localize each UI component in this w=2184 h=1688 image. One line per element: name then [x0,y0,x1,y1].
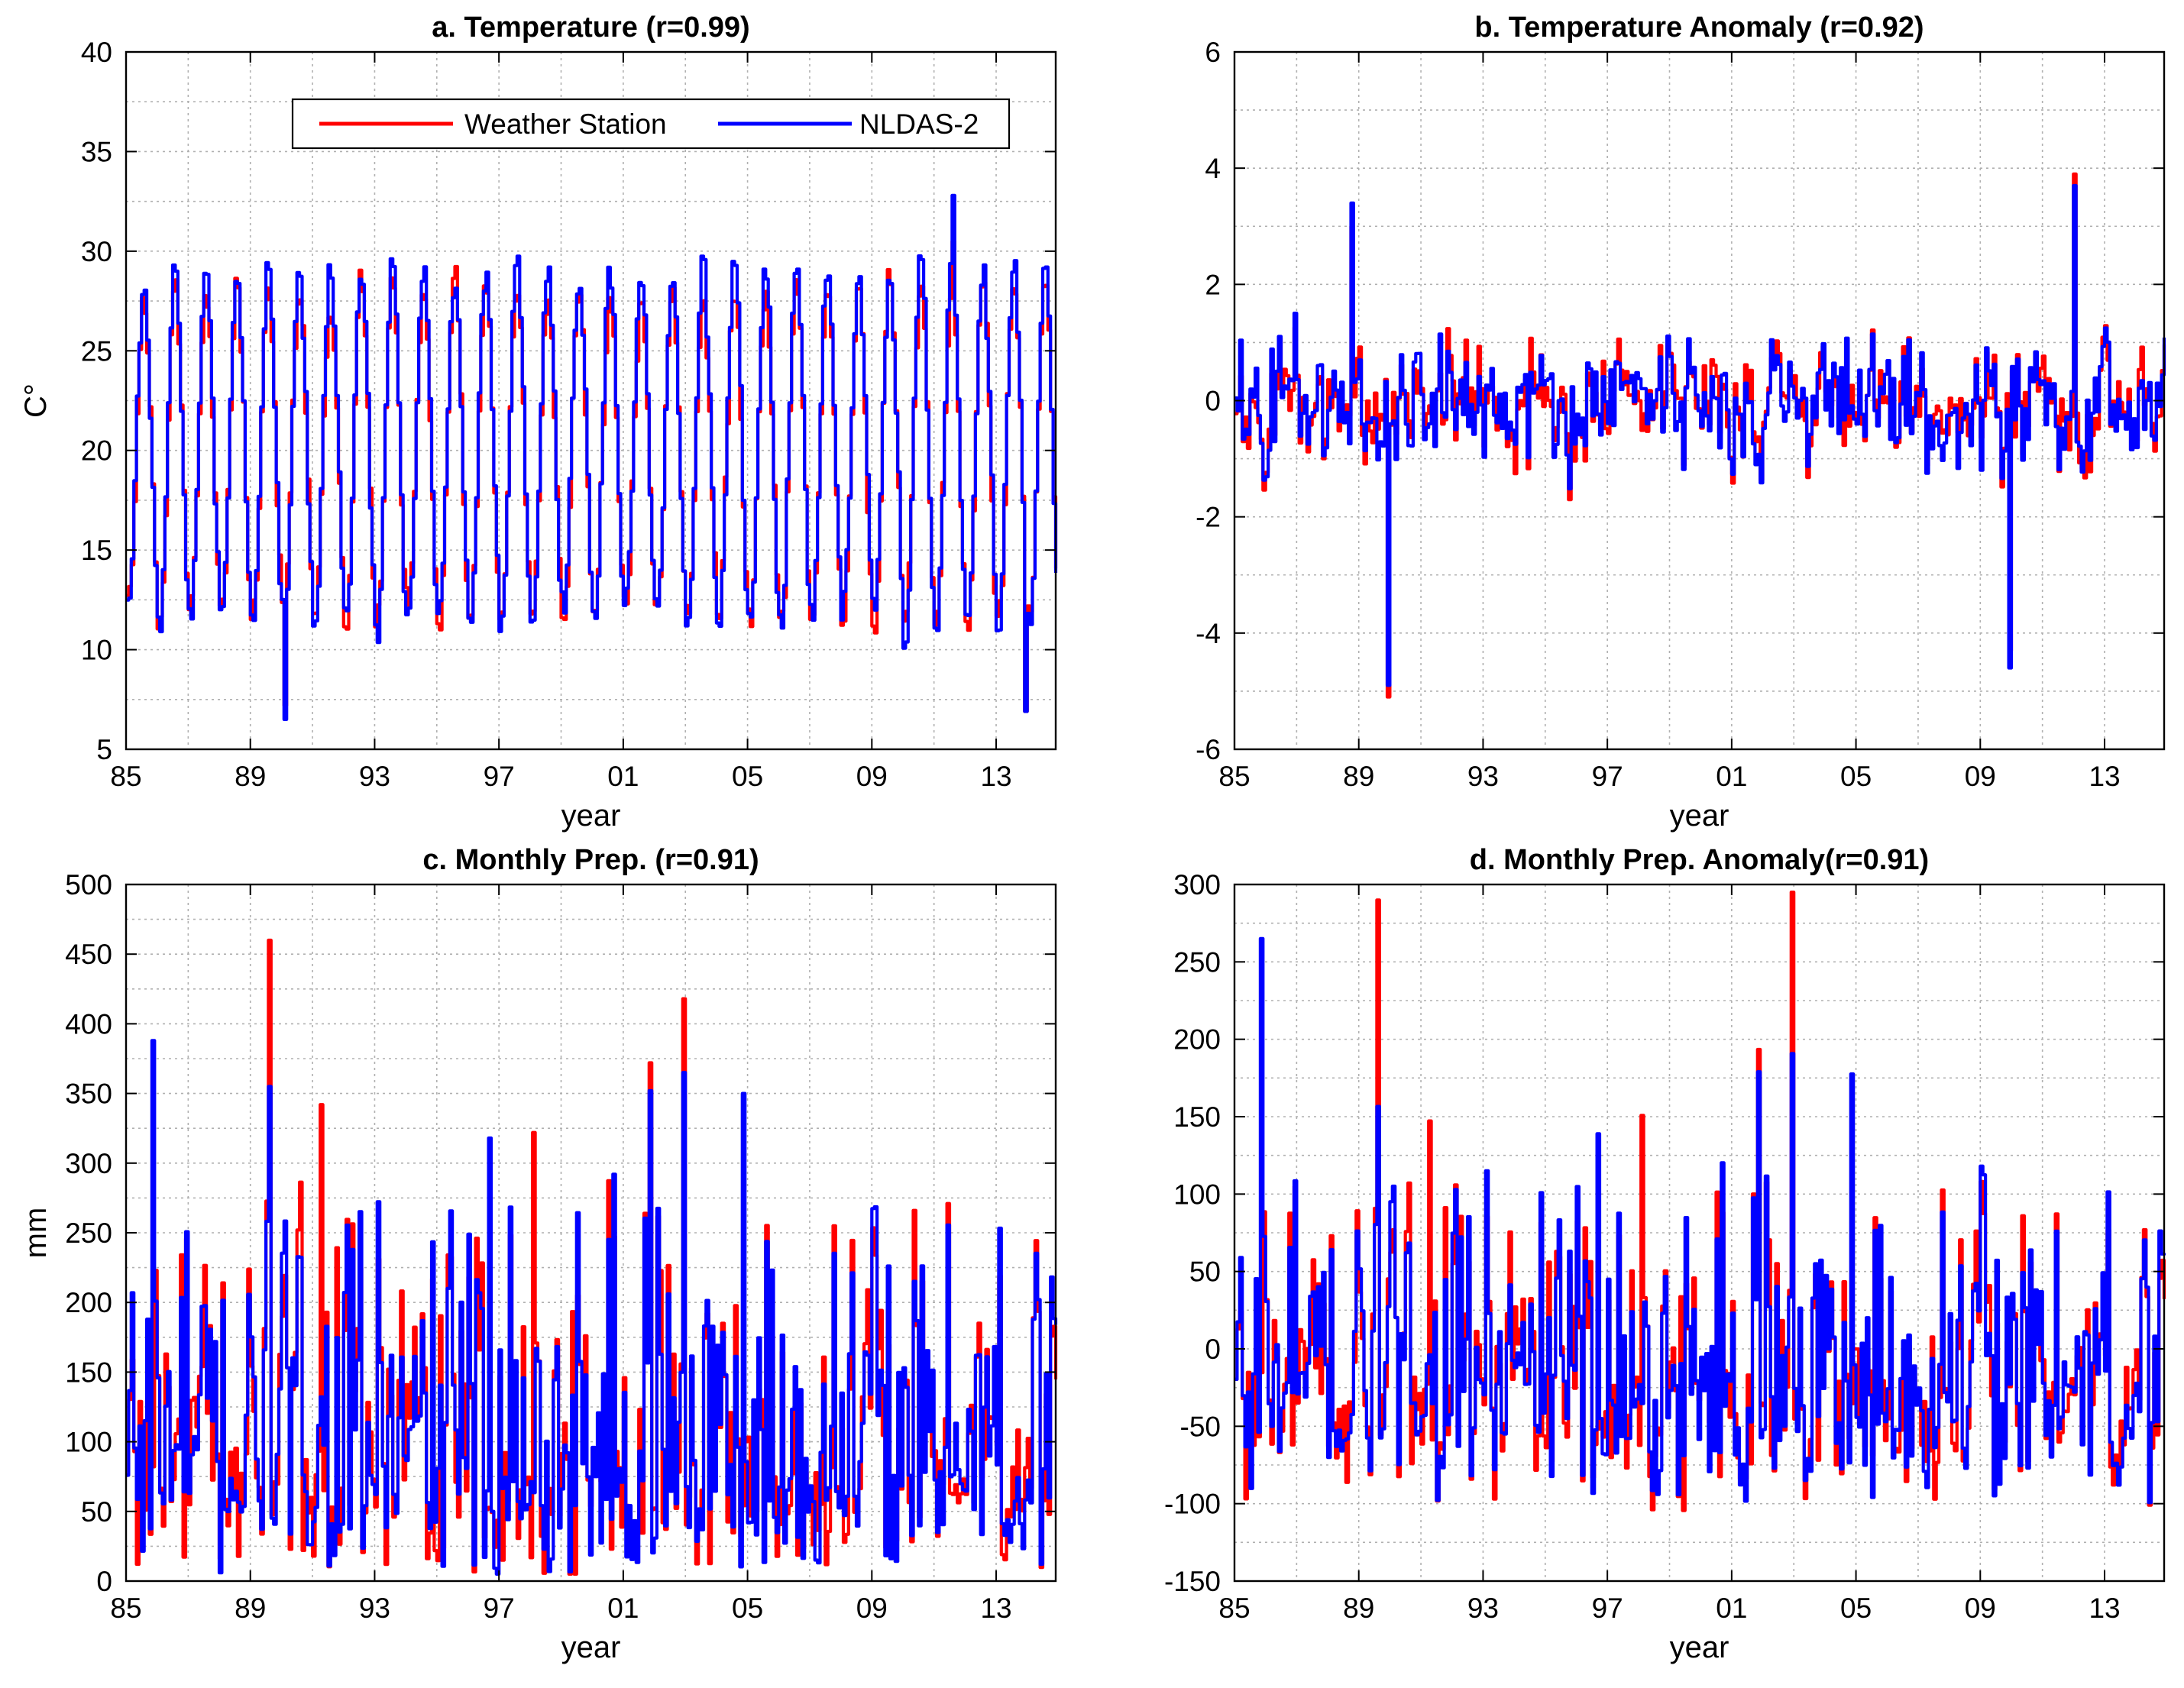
series-line-nldas-2 [126,1039,1058,1576]
chart-title: b. Temperature Anomaly (r=0.92) [1474,11,1924,44]
x-tick-label: 93 [359,761,390,792]
x-axis-label: year [561,799,621,833]
y-tick-label: -4 [1196,618,1221,649]
x-tick-label: 05 [732,1593,763,1624]
x-tick-label: 09 [1965,1593,1996,1624]
y-tick-label: 300 [65,1148,112,1179]
x-tick-label: 01 [1716,761,1747,792]
y-tick-label: 200 [65,1287,112,1318]
x-tick-label: 13 [980,1593,1011,1624]
y-tick-label: 15 [81,535,112,566]
axes-frame [1233,883,2166,1583]
x-tick-label: 97 [484,761,515,792]
y-tick-label: 6 [1205,37,1221,68]
x-tick-label: 01 [1716,1593,1747,1624]
y-tick-label: 0 [1205,386,1221,417]
x-axis-label: year [1670,799,1729,833]
x-tick-label: 05 [1840,1593,1872,1624]
y-tick-label: 250 [1173,946,1221,978]
panel-a: 5 10 15 20 25 30 35 40 85 89 93 97 01 05 09 13 a. Temper… [19,11,1058,833]
x-tick-label: 89 [1343,1593,1374,1624]
y-tick-label: 50 [81,1496,112,1528]
x-tick-label: 89 [1343,761,1374,792]
y-tick-label: 35 [81,136,112,167]
y-tick-label: 350 [65,1078,112,1110]
y-tick-label: 25 [81,335,112,367]
x-tick-label: 05 [732,761,763,792]
x-tick-label: 89 [235,761,266,792]
y-tick-label: 150 [1173,1101,1221,1133]
x-tick-label: 97 [1592,761,1623,792]
y-tick-label: 10 [81,635,112,666]
x-axis-label: year [1670,1631,1729,1664]
legend: Weather Station NLDAS-2 [291,98,1011,150]
x-tick-label: 97 [484,1593,515,1624]
y-axis-label: mm [19,1208,53,1259]
x-tick-label: 85 [110,761,141,792]
chart-title: a. Temperature (r=0.99) [432,11,749,44]
x-tick-label: 97 [1592,1593,1623,1624]
y-tick-label: 40 [81,37,112,68]
y-tick-label: 2 [1205,269,1221,300]
y-tick-label: 5 [96,734,112,765]
x-tick-label: 93 [359,1593,390,1624]
y-tick-label: 300 [1173,869,1221,901]
y-tick-label: 100 [65,1427,112,1458]
legend-entry: NLDAS-2 [859,108,979,140]
y-tick-label: -50 [1180,1411,1221,1442]
x-tick-label: 13 [2089,761,2120,792]
y-tick-label: 0 [1205,1334,1221,1365]
y-tick-label: 150 [65,1357,112,1388]
y-tick-label: 50 [1189,1256,1221,1288]
x-tick-label: 89 [235,1593,266,1624]
y-tick-label: -6 [1196,734,1221,765]
y-tick-label: 30 [81,236,112,267]
x-tick-label: 01 [607,761,639,792]
x-tick-label: 85 [1218,1593,1250,1624]
x-tick-label: 01 [607,1593,639,1624]
x-tick-label: 85 [1218,761,1250,792]
x-tick-label: 93 [1467,1593,1499,1624]
series-line-nldas-2 [1234,936,2166,1505]
y-tick-label: 450 [65,939,112,970]
x-tick-label: 85 [110,1593,141,1624]
legend-entry: Weather Station [464,108,667,140]
series-line-nldas-2 [126,193,1058,721]
y-tick-label: 500 [65,869,112,901]
chart-title: c. Monthly Prep. (r=0.91) [422,844,759,876]
x-axis-label: year [561,1631,621,1664]
x-tick-label: 09 [856,1593,888,1624]
x-tick-label: 13 [2089,1593,2120,1624]
x-tick-label: 09 [1965,761,1996,792]
y-tick-label: -150 [1164,1566,1221,1597]
chart-title: d. Monthly Prep. Anomaly(r=0.91) [1470,844,1929,876]
panel-b: -6 -4 -2 0 2 4 6 85 89 93 97 01 05 09 13 b. Temperature… [1196,11,2166,833]
x-tick-label: 93 [1467,761,1499,792]
x-tick-label: 05 [1840,761,1872,792]
axes-frame [125,50,1057,751]
y-tick-label: 100 [1173,1179,1221,1210]
y-tick-label: 0 [96,1566,112,1597]
series-line-nldas-2 [1234,183,2166,687]
y-tick-label: 250 [65,1217,112,1249]
y-tick-label: -2 [1196,502,1221,533]
y-tick-label: 400 [65,1008,112,1040]
y-tick-label: 200 [1173,1024,1221,1056]
y-tick-label: 4 [1205,153,1221,184]
y-tick-label: 20 [81,435,112,467]
y-axis-label: C° [19,383,53,418]
x-tick-label: 09 [856,761,888,792]
x-tick-label: 13 [980,761,1011,792]
y-tick-label: -100 [1164,1489,1221,1520]
